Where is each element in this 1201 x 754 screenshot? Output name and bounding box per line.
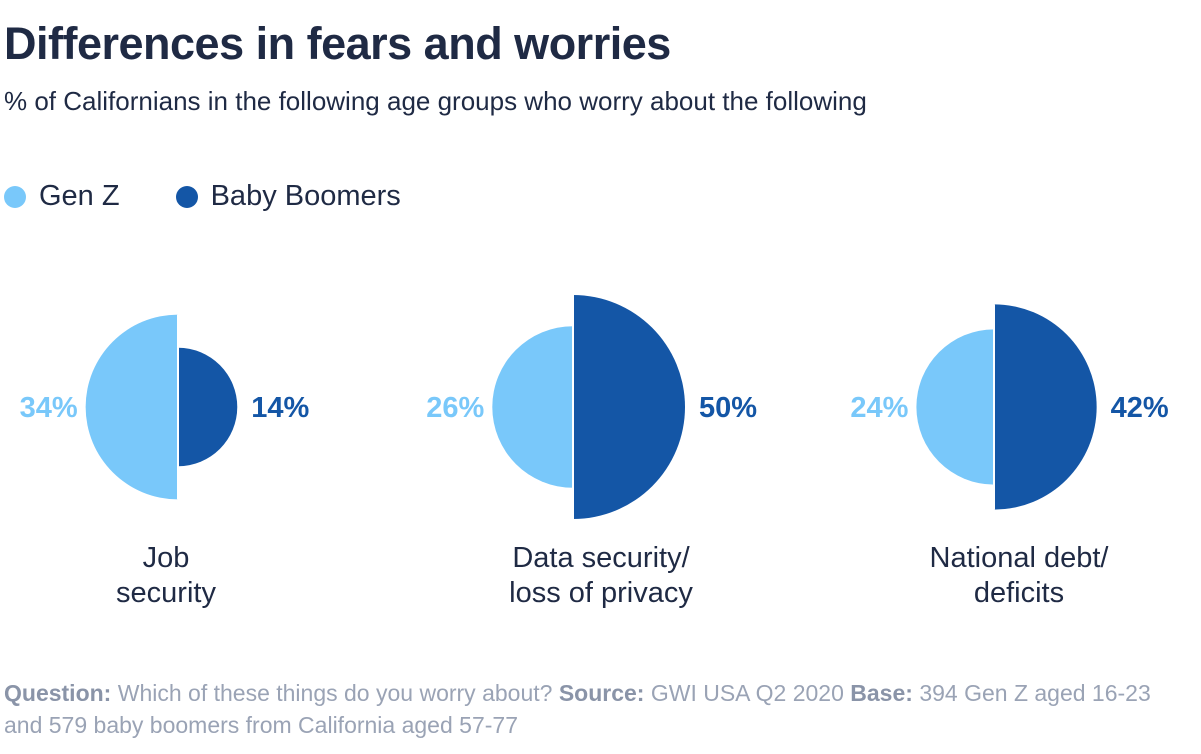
half-circle-gen-z-national-debt [916, 329, 994, 485]
value-label-baby-boomers-job-security: 14% [251, 392, 309, 424]
category-label-data-security: Data security/ loss of privacy [509, 542, 693, 609]
legend-label-gen-z: Gen Z [39, 180, 120, 212]
legend: Gen Z Baby Boomers [4, 180, 457, 213]
value-label-gen-z-national-debt: 24% [850, 392, 908, 424]
legend-item-gen-z: Gen Z [4, 180, 120, 213]
legend-swatch-gen-z [4, 185, 26, 208]
footer-question-label: Question: [4, 680, 112, 706]
legend-item-baby-boomers: Baby Boomers [175, 180, 401, 213]
footer-note: Question: Which of these things do you w… [4, 677, 1184, 741]
value-label-baby-boomers-data-security: 50% [699, 392, 757, 424]
chart-subtitle: % of Californians in the following age g… [4, 86, 867, 116]
value-label-baby-boomers-national-debt: 42% [1111, 392, 1169, 424]
value-label-gen-z-job-security: 34% [20, 392, 78, 424]
footer-source-text: GWI USA Q2 2020 [650, 680, 844, 706]
footer-base-label: Base: [850, 680, 913, 706]
legend-label-baby-boomers: Baby Boomers [210, 180, 401, 212]
half-circle-baby-boomers-job-security [178, 347, 238, 467]
chart-title: Differences in fears and worries [4, 18, 671, 69]
footer-question-text: Which of these things do you worry about… [117, 680, 553, 706]
footer-source-label: Source: [558, 680, 645, 706]
category-label-national-debt: National debt/ deficits [929, 542, 1109, 609]
category-label-job-security: Job security [116, 542, 216, 609]
half-circle-gen-z-data-security [492, 326, 573, 488]
half-circle-gen-z-job-security [85, 314, 178, 500]
legend-swatch-baby-boomers [175, 185, 198, 208]
half-circle-baby-boomers-national-debt [994, 304, 1097, 510]
half-circle-baby-boomers-data-security [573, 295, 685, 519]
value-label-gen-z-data-security: 26% [426, 392, 484, 424]
footer-base-text: 394 Gen Z aged 16-23 and 579 baby boomer… [4, 680, 1151, 738]
